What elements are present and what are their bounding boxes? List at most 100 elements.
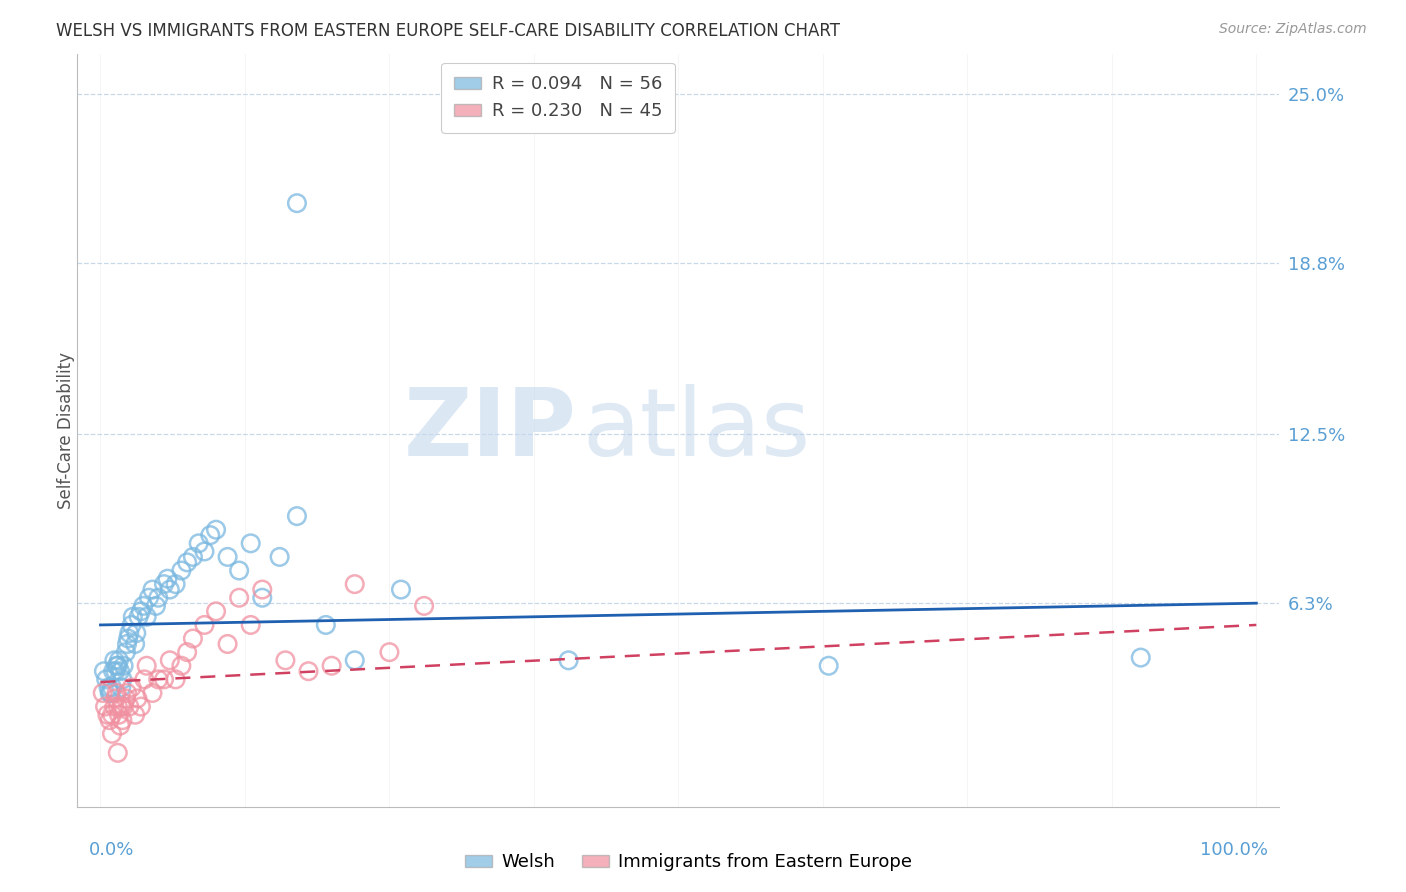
Legend: Welsh, Immigrants from Eastern Europe: Welsh, Immigrants from Eastern Europe [458,847,920,879]
Point [389,582,412,597]
Point [107,699,129,714]
Point [94,699,117,714]
Point [181,549,204,564]
Point [115,691,138,706]
Point [315,618,337,632]
Point [101,664,124,678]
Point [269,549,291,564]
Point [127,691,149,706]
Point [817,658,839,673]
Point [124,637,146,651]
Point [297,664,319,678]
Point [101,727,124,741]
Point [285,509,308,524]
Point [107,658,129,673]
Point [98,686,121,700]
Point [285,196,308,211]
Text: ZIP: ZIP [404,384,576,476]
Point [105,658,128,673]
Point [217,637,239,651]
Point [148,673,170,687]
Point [205,604,228,618]
Point [165,673,187,687]
Point [121,609,143,624]
Point [110,681,132,695]
Point [343,577,366,591]
Point [124,707,146,722]
Point [193,618,215,632]
Text: 100.0%: 100.0% [1199,841,1268,859]
Point [91,686,114,700]
Point [93,664,115,678]
Point [170,658,193,673]
Point [108,664,131,678]
Point [105,686,128,700]
Point [176,555,198,569]
Point [129,699,152,714]
Point [121,681,143,695]
Point [115,645,138,659]
Point [181,632,204,646]
Point [97,681,120,695]
Point [138,591,160,605]
Point [141,582,163,597]
Point [239,536,262,550]
Point [217,549,239,564]
Point [108,653,131,667]
Point [252,591,274,605]
Point [135,658,157,673]
Point [103,699,125,714]
Point [343,653,366,667]
Point [129,604,152,618]
Point [1129,650,1152,665]
Point [205,523,228,537]
Point [159,582,181,597]
Point [121,618,143,632]
Point [96,707,118,722]
Point [104,691,127,706]
Point [117,632,139,646]
Point [100,686,122,700]
Point [228,564,250,578]
Point [176,645,198,659]
Text: Source: ZipAtlas.com: Source: ZipAtlas.com [1219,22,1367,37]
Point [193,544,215,558]
Point [239,618,262,632]
Point [96,673,118,687]
Point [170,564,193,578]
Point [125,626,148,640]
Point [145,599,167,613]
Point [274,653,297,667]
Point [132,599,155,613]
Point [118,699,141,714]
Point [115,637,138,651]
Text: 0.0%: 0.0% [89,841,134,859]
Point [321,658,343,673]
Point [557,653,579,667]
Legend: R = 0.094   N = 56, R = 0.230   N = 45: R = 0.094 N = 56, R = 0.230 N = 45 [441,62,675,133]
Point [159,653,181,667]
Point [118,626,141,640]
Point [135,609,157,624]
Point [378,645,401,659]
Point [98,713,121,727]
Y-axis label: Self-Care Disability: Self-Care Disability [58,351,75,509]
Point [111,713,134,727]
Point [112,658,135,673]
Point [153,673,176,687]
Point [148,591,170,605]
Point [101,707,124,722]
Point [110,699,132,714]
Point [156,572,179,586]
Point [413,599,436,613]
Point [107,746,129,760]
Point [128,609,150,624]
Text: WELSH VS IMMIGRANTS FROM EASTERN EUROPE SELF-CARE DISABILITY CORRELATION CHART: WELSH VS IMMIGRANTS FROM EASTERN EUROPE … [56,22,841,40]
Point [104,664,127,678]
Point [252,582,274,597]
Point [101,681,124,695]
Point [153,577,176,591]
Point [187,536,209,550]
Point [111,673,134,687]
Point [103,653,125,667]
